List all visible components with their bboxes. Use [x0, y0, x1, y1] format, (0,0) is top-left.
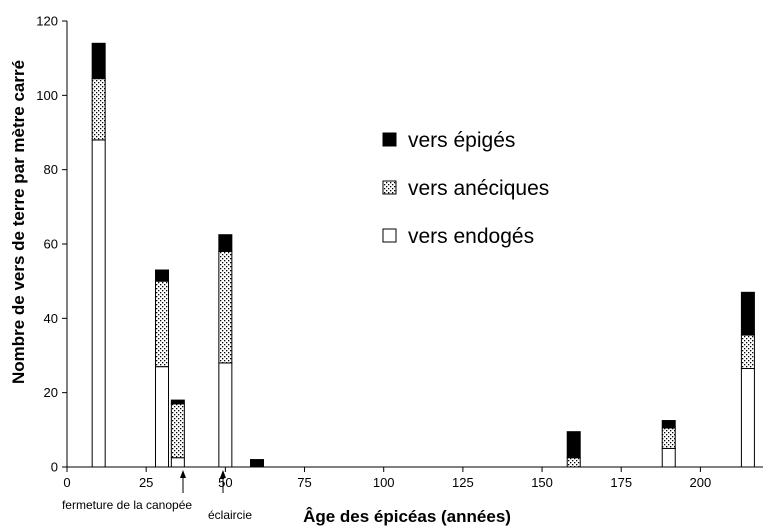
y-tick-label: 0: [51, 460, 58, 475]
bar-segment: [170, 457, 185, 468]
ticks-group: 0 20 40 60 80 100 120 0 25 50 75 100 125 150 175 200: [36, 14, 711, 491]
bar-segment: [170, 403, 185, 459]
x-tick-label: 75: [297, 475, 311, 490]
y-tick-label: 60: [44, 237, 58, 252]
bar-segment: [250, 459, 265, 468]
bar-segment: [566, 457, 581, 468]
bar-segment: [91, 78, 106, 141]
bar-segment: [740, 291, 755, 336]
bar-segment: [566, 431, 581, 459]
x-tick-label: 25: [139, 475, 153, 490]
bar-segment: [218, 250, 233, 364]
bars-group: [91, 42, 755, 468]
y-tick-label: 100: [36, 88, 58, 103]
bar-segment: [740, 334, 755, 370]
x-tick-label: 175: [610, 475, 632, 490]
annotations: fermeture de la canopée éclaircie: [62, 470, 252, 522]
bar-segment: [661, 447, 676, 468]
x-tick-label: 200: [690, 475, 712, 490]
bar-segment: [218, 234, 233, 252]
y-tick-label: 120: [36, 14, 58, 29]
annotation-label: fermeture de la canopée: [62, 498, 192, 512]
y-tick-label: 20: [44, 385, 58, 400]
bar-segment: [155, 269, 170, 282]
x-tick-label: 100: [373, 475, 395, 490]
bar-segment: [740, 368, 755, 468]
x-tick-label: 0: [63, 475, 70, 490]
legend-label: vers anéciques: [408, 177, 549, 200]
x-tick-label: 150: [531, 475, 553, 490]
y-tick-label: 80: [44, 162, 58, 177]
y-axis-title: Nombre de vers de terre par mètre carré: [9, 60, 28, 384]
arrow-head: [180, 470, 186, 478]
bar-segment: [661, 427, 676, 449]
bar-segment: [661, 420, 676, 429]
x-axis-title: Âge des épicéas (années): [303, 507, 511, 526]
legend-label: vers épigés: [408, 129, 515, 152]
y-tick-label: 40: [44, 311, 58, 326]
bar-segment: [170, 399, 185, 405]
legend-swatch: [382, 180, 397, 195]
bar-segment: [155, 366, 170, 468]
legend-swatch: [382, 228, 397, 243]
legend-swatch: [382, 132, 397, 147]
x-tick-label: 125: [452, 475, 474, 490]
bar-segment: [91, 42, 106, 80]
arrow-head: [220, 470, 226, 478]
bar-segment: [155, 280, 170, 368]
bar-segment: [91, 139, 106, 468]
x-tick-label: 50: [218, 475, 232, 490]
annotation-label: éclaircie: [208, 508, 252, 522]
bar-segment: [218, 362, 233, 468]
legend-label: vers endogés: [408, 225, 534, 248]
legend: vers épigés vers anéciques vers endogés: [382, 129, 549, 248]
